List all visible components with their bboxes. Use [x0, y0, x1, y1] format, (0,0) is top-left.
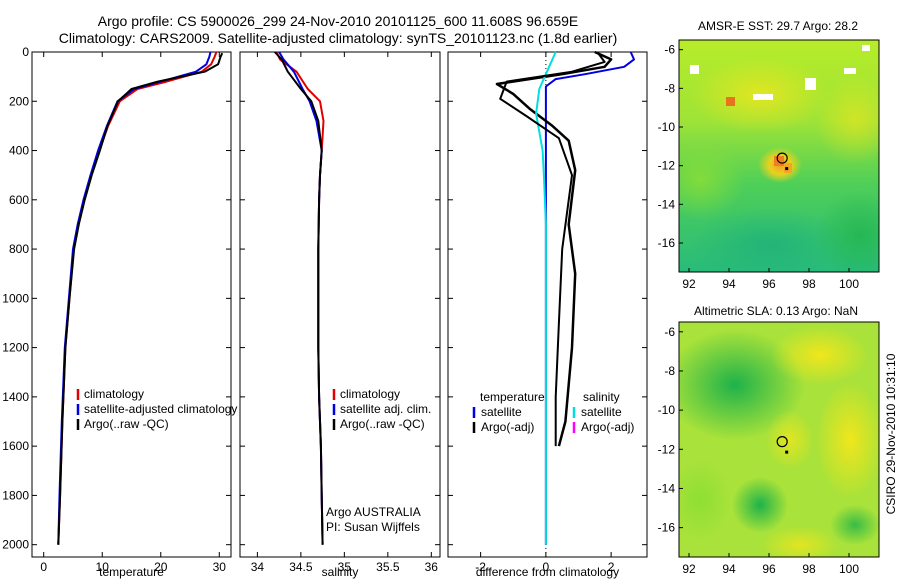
figure-title-line1: Argo profile: CS 5900026_299 24-Nov-2010… [98, 13, 579, 29]
sst_map-ytick-label: -8 [664, 81, 675, 95]
temperature-axes-box [31, 51, 232, 558]
salinity-xtick-label: 34.5 [289, 560, 313, 574]
temperature-xlabel: temperature [99, 565, 164, 579]
side-stamp: CSIRO 29-Nov-2010 10:31:10 [884, 353, 898, 514]
salinity-legend-label: climatology [340, 387, 400, 401]
difference-xtick-label: 0 [543, 560, 550, 574]
salinity-xtick-label: 35 [338, 560, 352, 574]
sla_map-xtick-label: 100 [839, 562, 859, 576]
sla_map-ytick-label: -16 [658, 521, 676, 535]
temperature-ytick-label: 0 [22, 45, 29, 59]
temperature-xtick-label: 10 [96, 560, 110, 574]
temperature-ytick-label: 200 [9, 94, 29, 108]
difference-xtick-label: 2 [608, 560, 615, 574]
salinity-xlabel: salinity [322, 565, 359, 579]
sla_map-ytick-label: -10 [658, 403, 676, 417]
sst_map-xtick-label: 92 [682, 277, 696, 291]
salinity-legend-label: satellite adj. clim. [340, 402, 431, 416]
sst_map-float-marker [776, 152, 788, 164]
diff-legend-label: satellite [581, 405, 622, 419]
difference-xlabel: difference from climatology [476, 565, 619, 579]
salinity-series-3 [274, 51, 324, 545]
temperature-series-3 [57, 52, 224, 545]
sst_map-ytick-label: -16 [658, 236, 676, 250]
temperature-ytick-label: 800 [9, 242, 29, 256]
salinity-annotation-line1: Argo AUSTRALIA [326, 505, 421, 519]
diff-legend-label: Argo(-adj) [481, 420, 534, 434]
sla_map-ytick-label: -12 [658, 442, 676, 456]
salinity-xtick-label: 35.5 [376, 560, 400, 574]
diff-legend-salinity-heading: salinity [583, 390, 620, 404]
temperature-legend-label: satellite-adjusted climatology [84, 402, 237, 416]
sst_map-xtick-label: 96 [762, 277, 776, 291]
sla-map-field [679, 322, 879, 557]
sst_map-ytick-label: -10 [658, 120, 676, 134]
sst_map-ytick-label: -6 [664, 43, 675, 57]
salinity-xtick-label: 36 [425, 560, 439, 574]
temperature-xtick-label: 20 [154, 560, 168, 574]
sla-map-title: Altimetric SLA: 0.13 Argo: NaN [694, 304, 858, 318]
temperature-ytick-label: 1600 [2, 439, 29, 453]
temperature-ytick-label: 2000 [2, 538, 29, 552]
sst_map-float-dot [785, 167, 789, 171]
salinity-xtick-label: 34 [251, 560, 265, 574]
temperature-ytick-label: 1000 [2, 291, 29, 305]
difference-series-4 [499, 52, 606, 447]
sla_map-ytick-label: -14 [658, 481, 676, 495]
temperature-ytick-label: 400 [9, 144, 29, 158]
salinity-annotation-line2: PI: Susan Wijffels [326, 520, 420, 534]
sla-map: 92 94 96 98 100 -6 -8 -10 -12 -14 -16 [658, 321, 880, 576]
sla_map-float-dot [785, 450, 789, 454]
temperature-xtick-label: 0 [40, 560, 47, 574]
sla_map-frame [678, 321, 880, 558]
diff-legend-temperature-heading: temperature [480, 390, 545, 404]
difference-xtick-label: -2 [475, 560, 486, 574]
sst-map-field [679, 40, 879, 272]
sst-map: 92 94 96 98 100 -6 -8 -10 -12 -14 -16 [658, 39, 880, 291]
temperature-ytick-label: 600 [9, 193, 29, 207]
difference-series-3 [535, 51, 557, 545]
temperature-panel: 0 10 20 30 0 200 400 600 800 1000 1200 1400 1600 1800… [2, 45, 237, 579]
sst_map-frame [678, 39, 880, 273]
temperature-xtick-label: 30 [213, 560, 227, 574]
sla_map-xtick-label: 96 [762, 562, 776, 576]
sla_map-ytick-label: -6 [664, 325, 675, 339]
sst_map-ytick-label: -14 [658, 197, 676, 211]
temperature-legend-label: climatology [84, 387, 144, 401]
sla_map-xtick-label: 92 [682, 562, 696, 576]
sst_map-xtick-label: 100 [839, 277, 859, 291]
temperature-ytick-label: 1400 [2, 390, 29, 404]
sst_map-xtick-label: 94 [722, 277, 736, 291]
figure-title-line2: Climatology: CARS2009. Satellite-adjuste… [59, 30, 617, 46]
temperature-ytick-label: 1200 [2, 341, 29, 355]
temperature-legend-label: Argo(..raw -QC) [84, 417, 169, 431]
salinity-legend-label: Argo(..raw -QC) [340, 417, 425, 431]
salinity-axes-box [239, 51, 441, 558]
sla_map-ytick-label: -8 [664, 364, 675, 378]
difference-axes-box [447, 51, 648, 558]
sst_map-xtick-label: 98 [802, 277, 816, 291]
sla_map-float-marker [776, 436, 788, 448]
sla_map-xtick-label: 98 [802, 562, 816, 576]
diff-legend-label: satellite [481, 405, 522, 419]
difference-series-2 [495, 50, 613, 447]
salinity-panel: 34 34.5 35 35.5 36 salinity climatologysatelli… [239, 51, 441, 579]
temperature-ytick-label: 1800 [2, 488, 29, 502]
sst_map-ytick-label: -12 [658, 159, 676, 173]
sla_map-xtick-label: 94 [722, 562, 736, 576]
sst-map-title: AMSR-E SST: 29.7 Argo: 28.2 [698, 19, 858, 33]
diff-legend-label: Argo(-adj) [581, 420, 634, 434]
